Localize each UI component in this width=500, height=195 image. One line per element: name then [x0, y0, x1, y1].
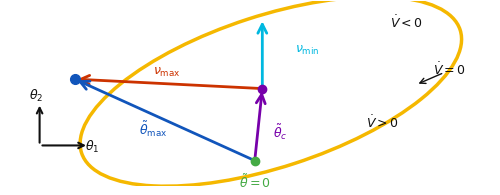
Text: $\dot{V} = 0$: $\dot{V} = 0$	[433, 61, 466, 78]
Text: $\dot{V} < 0$: $\dot{V} < 0$	[390, 14, 423, 30]
Text: $\nu_{\mathrm{max}}$: $\nu_{\mathrm{max}}$	[152, 66, 180, 79]
Text: $\tilde{\theta} = 0$: $\tilde{\theta} = 0$	[238, 174, 271, 191]
Text: $\theta_2$: $\theta_2$	[28, 88, 43, 104]
Text: $\dot{V} > 0$: $\dot{V} > 0$	[366, 114, 399, 131]
Text: $\tilde{\theta}_{\mathrm{max}}$: $\tilde{\theta}_{\mathrm{max}}$	[139, 120, 168, 139]
Text: $\nu_{\mathrm{min}}$: $\nu_{\mathrm{min}}$	[294, 44, 319, 57]
Text: $\tilde{\theta}_c$: $\tilde{\theta}_c$	[273, 122, 287, 142]
Text: $\theta_1$: $\theta_1$	[86, 139, 100, 155]
